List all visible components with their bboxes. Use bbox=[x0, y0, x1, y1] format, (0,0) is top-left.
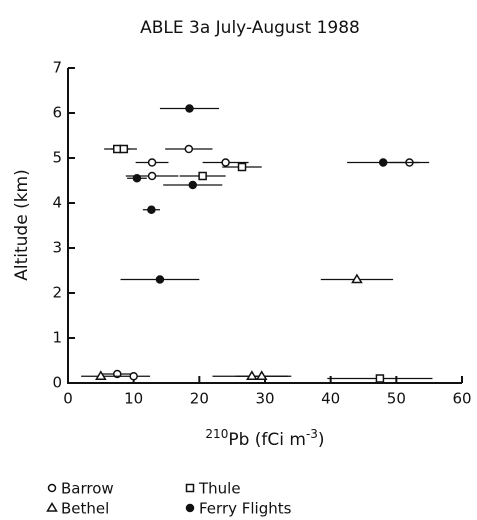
data-point bbox=[221, 158, 230, 167]
legend-label: Bethel bbox=[61, 500, 109, 518]
data-point bbox=[132, 174, 142, 183]
x-label-text: Pb (fCi m bbox=[228, 430, 306, 450]
x-tick-label: 40 bbox=[321, 390, 340, 408]
data-point bbox=[237, 162, 247, 172]
legend-marker bbox=[185, 483, 195, 493]
y-axis-label: Altitude (km) bbox=[12, 169, 32, 281]
y-tick-label: 5 bbox=[52, 149, 62, 167]
data-point bbox=[375, 374, 385, 383]
legend-label: Thule bbox=[198, 480, 241, 498]
y-tick-label: 1 bbox=[52, 329, 62, 347]
x-label-text: ) bbox=[318, 430, 325, 450]
data-point bbox=[185, 104, 194, 113]
data-point bbox=[147, 171, 157, 181]
data-point bbox=[198, 171, 207, 181]
data-point bbox=[255, 370, 268, 380]
data-point bbox=[95, 370, 107, 380]
legend-marker bbox=[185, 503, 195, 513]
x-tick-label: 50 bbox=[387, 390, 406, 408]
x-tick-label: 10 bbox=[124, 390, 143, 408]
y-tick-label: 3 bbox=[52, 239, 62, 257]
data-point bbox=[119, 144, 129, 154]
data-point bbox=[147, 205, 156, 214]
x-label-superscript: 210 bbox=[205, 427, 228, 441]
data-point bbox=[378, 158, 388, 167]
legend-marker bbox=[46, 502, 58, 512]
data-point bbox=[184, 144, 194, 154]
legend-marker bbox=[47, 483, 57, 493]
y-tick-label: 2 bbox=[52, 284, 62, 302]
x-tick-label: 20 bbox=[190, 390, 209, 408]
legend-label: Barrow bbox=[61, 480, 114, 498]
x-axis-label: 210Pb (fCi m-3) bbox=[205, 427, 324, 451]
data-point bbox=[129, 372, 138, 381]
y-tick-label: 0 bbox=[52, 374, 62, 392]
legend-label: Ferry Flights bbox=[199, 500, 292, 518]
chart-title: ABLE 3a July-August 1988 bbox=[140, 18, 360, 38]
axes bbox=[67, 68, 462, 384]
x-tick-label: 0 bbox=[63, 390, 73, 408]
y-tick-label: 6 bbox=[52, 104, 62, 122]
data-point bbox=[246, 370, 258, 380]
y-tick-label: 4 bbox=[52, 194, 62, 212]
y-tick-label: 7 bbox=[52, 59, 62, 77]
x-tick-label: 60 bbox=[452, 390, 471, 408]
data-point bbox=[188, 180, 198, 190]
x-tick-label: 30 bbox=[255, 390, 274, 408]
data-point bbox=[155, 275, 165, 284]
data-point bbox=[147, 158, 157, 167]
data-point bbox=[351, 273, 363, 284]
x-label-superscript: -3 bbox=[306, 427, 318, 441]
